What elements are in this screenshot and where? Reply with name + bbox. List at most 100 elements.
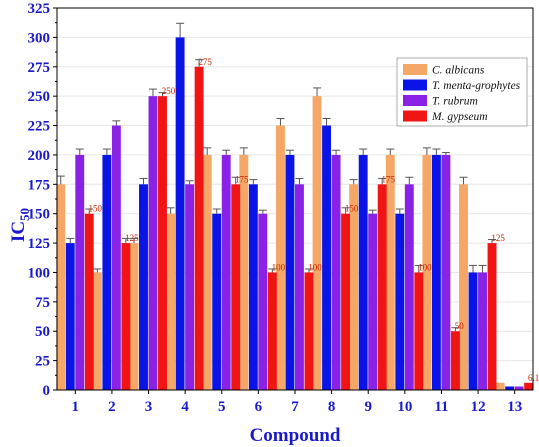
y-tick-label: 300 [28, 30, 51, 46]
legend-swatch [403, 95, 427, 106]
x-tick-label: 6 [255, 399, 263, 415]
bar [231, 184, 241, 390]
y-tick-label: 225 [28, 119, 51, 135]
x-tick-label: 8 [328, 399, 336, 415]
bar [459, 184, 468, 390]
bar [385, 154, 395, 390]
y-tick-label: 150 [28, 207, 51, 223]
bar [495, 382, 505, 390]
bar [441, 154, 451, 390]
legend-swatch [403, 79, 427, 91]
x-tick-label: 1 [72, 399, 80, 415]
y-tick-label: 325 [28, 1, 51, 17]
y-axis-title: IC50 [8, 208, 32, 242]
bar [65, 243, 75, 390]
bar [349, 184, 359, 390]
y-axis-title-subscript: 50 [17, 208, 32, 221]
data-label: 150 [89, 204, 103, 214]
legend-swatch [403, 64, 427, 75]
y-tick-label: 275 [28, 60, 51, 76]
bar [322, 125, 332, 391]
bar [212, 213, 222, 390]
data-label: 175 [381, 174, 395, 184]
bar [414, 272, 424, 390]
y-tick-label: 25 [35, 354, 50, 370]
bar [258, 213, 268, 390]
bar [267, 272, 277, 390]
y-tick-label: 175 [28, 177, 51, 193]
bar [111, 125, 121, 391]
bar [102, 154, 112, 390]
bar [331, 154, 341, 390]
bar [56, 184, 66, 390]
x-tick-label: 11 [434, 399, 448, 415]
bar [487, 243, 497, 390]
x-tick-label: 13 [507, 399, 522, 415]
bars [56, 22, 534, 391]
bar [304, 272, 314, 390]
x-tick-label: 9 [364, 399, 372, 415]
bar [422, 154, 432, 390]
bar [175, 37, 185, 391]
bar [194, 66, 204, 391]
bar [431, 154, 441, 390]
x-axis-title: Compound [250, 425, 341, 446]
data-label: 150 [345, 204, 359, 214]
bar [129, 243, 139, 390]
y-tick-label: 0 [43, 383, 51, 399]
data-label: 250 [162, 86, 176, 96]
bar [121, 243, 131, 390]
legend: C. albicans T. menta-grophytes T. rubrum M.… [396, 57, 528, 127]
legend-swatch [403, 110, 427, 122]
x-tick-label: 3 [145, 399, 153, 415]
bar [514, 386, 524, 390]
x-tick-label: 2 [108, 399, 116, 415]
y-tick-label: 250 [28, 89, 51, 105]
bar [341, 213, 351, 390]
bar [139, 184, 148, 390]
x-tick-label: 4 [181, 399, 189, 415]
bar [468, 272, 478, 390]
bar [295, 184, 304, 390]
bar [395, 213, 405, 390]
bar [75, 154, 85, 390]
y-tick-label: 200 [28, 148, 51, 164]
bar [368, 213, 378, 390]
bar [450, 331, 460, 390]
y-tick-label: 125 [28, 236, 51, 252]
bar [248, 184, 258, 390]
bar [148, 96, 158, 391]
x-tick-label: 7 [291, 399, 299, 415]
legend-entry: T. menta-grophytes [432, 80, 521, 92]
bar [524, 382, 534, 390]
bar [505, 386, 515, 390]
bar [202, 154, 212, 390]
bar [276, 125, 285, 391]
data-label: 50 [455, 321, 465, 331]
bar [166, 213, 176, 390]
bar [377, 184, 387, 390]
data-label: 125 [491, 233, 505, 243]
bar [84, 213, 94, 390]
bar [478, 272, 487, 390]
data-label: 100 [272, 262, 286, 272]
bar [404, 184, 414, 390]
data-label: 100 [308, 262, 322, 272]
bar [185, 184, 195, 390]
bar [239, 154, 249, 390]
x-tick-label: 10 [397, 399, 412, 415]
data-label: 275 [198, 57, 212, 67]
bar [158, 96, 167, 391]
legend-entry: M. gypseum [431, 111, 488, 123]
x-tick-label: 5 [218, 399, 226, 415]
bar [358, 154, 368, 390]
data-label: 100 [418, 262, 432, 272]
y-tick-label: 75 [35, 295, 50, 311]
bar [312, 96, 322, 391]
bar [221, 154, 231, 390]
bar [285, 154, 295, 390]
legend-entry: T. rubrum [432, 96, 478, 108]
y-axis-title-main: IC [8, 221, 29, 242]
